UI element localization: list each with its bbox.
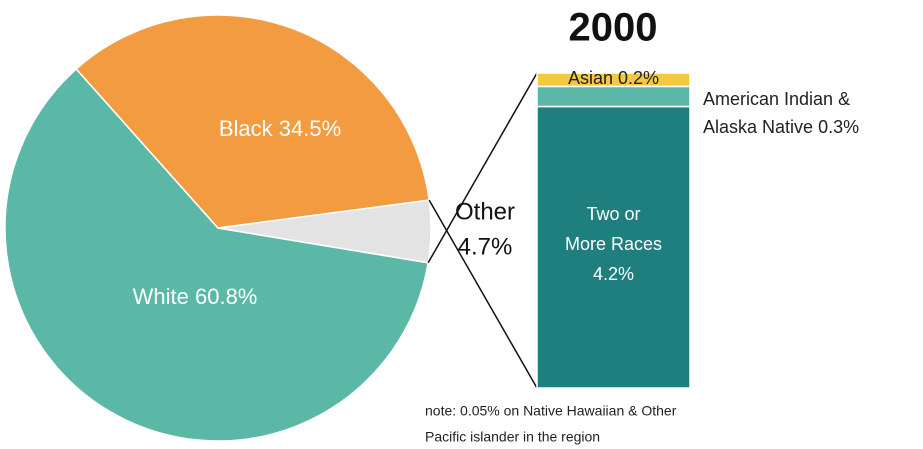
bar-value-label: 0.2% [618,68,659,88]
slice-value-label: 4.7% [458,233,513,260]
slice-category: White [133,284,189,309]
bar-segment [536,105,691,389]
pie-slice [4,67,430,442]
pie-slice [75,14,431,229]
slice-value-label: 60.8% [195,284,257,309]
connector-line [427,72,538,264]
bar-label: Alaska Native 0.3% [703,117,859,137]
bar-value-label: 4.2% [593,264,634,284]
slice-category: Black [219,116,274,141]
slice-label: Other [455,198,515,225]
connector-line [428,199,538,389]
bar-label: American Indian & [703,89,850,109]
slice-label: Black 34.5% [219,116,341,141]
bar-label: Asian 0.2% [568,68,659,88]
note: Pacific islander in the region [425,429,600,445]
chart-title: 2000 [569,6,658,50]
bar-value-label: 0.3% [818,117,859,137]
bar-label: Two or [586,204,640,224]
bar-segment [536,85,691,108]
slice-value-label: 34.5% [279,116,341,141]
bar-label: More Races [565,234,662,254]
note: note: 0.05% on Native Hawaiian & Other [425,403,677,419]
bar-category: Asian [568,68,613,88]
bar-segment [536,72,691,88]
slice-label: White 60.8% [133,284,258,309]
